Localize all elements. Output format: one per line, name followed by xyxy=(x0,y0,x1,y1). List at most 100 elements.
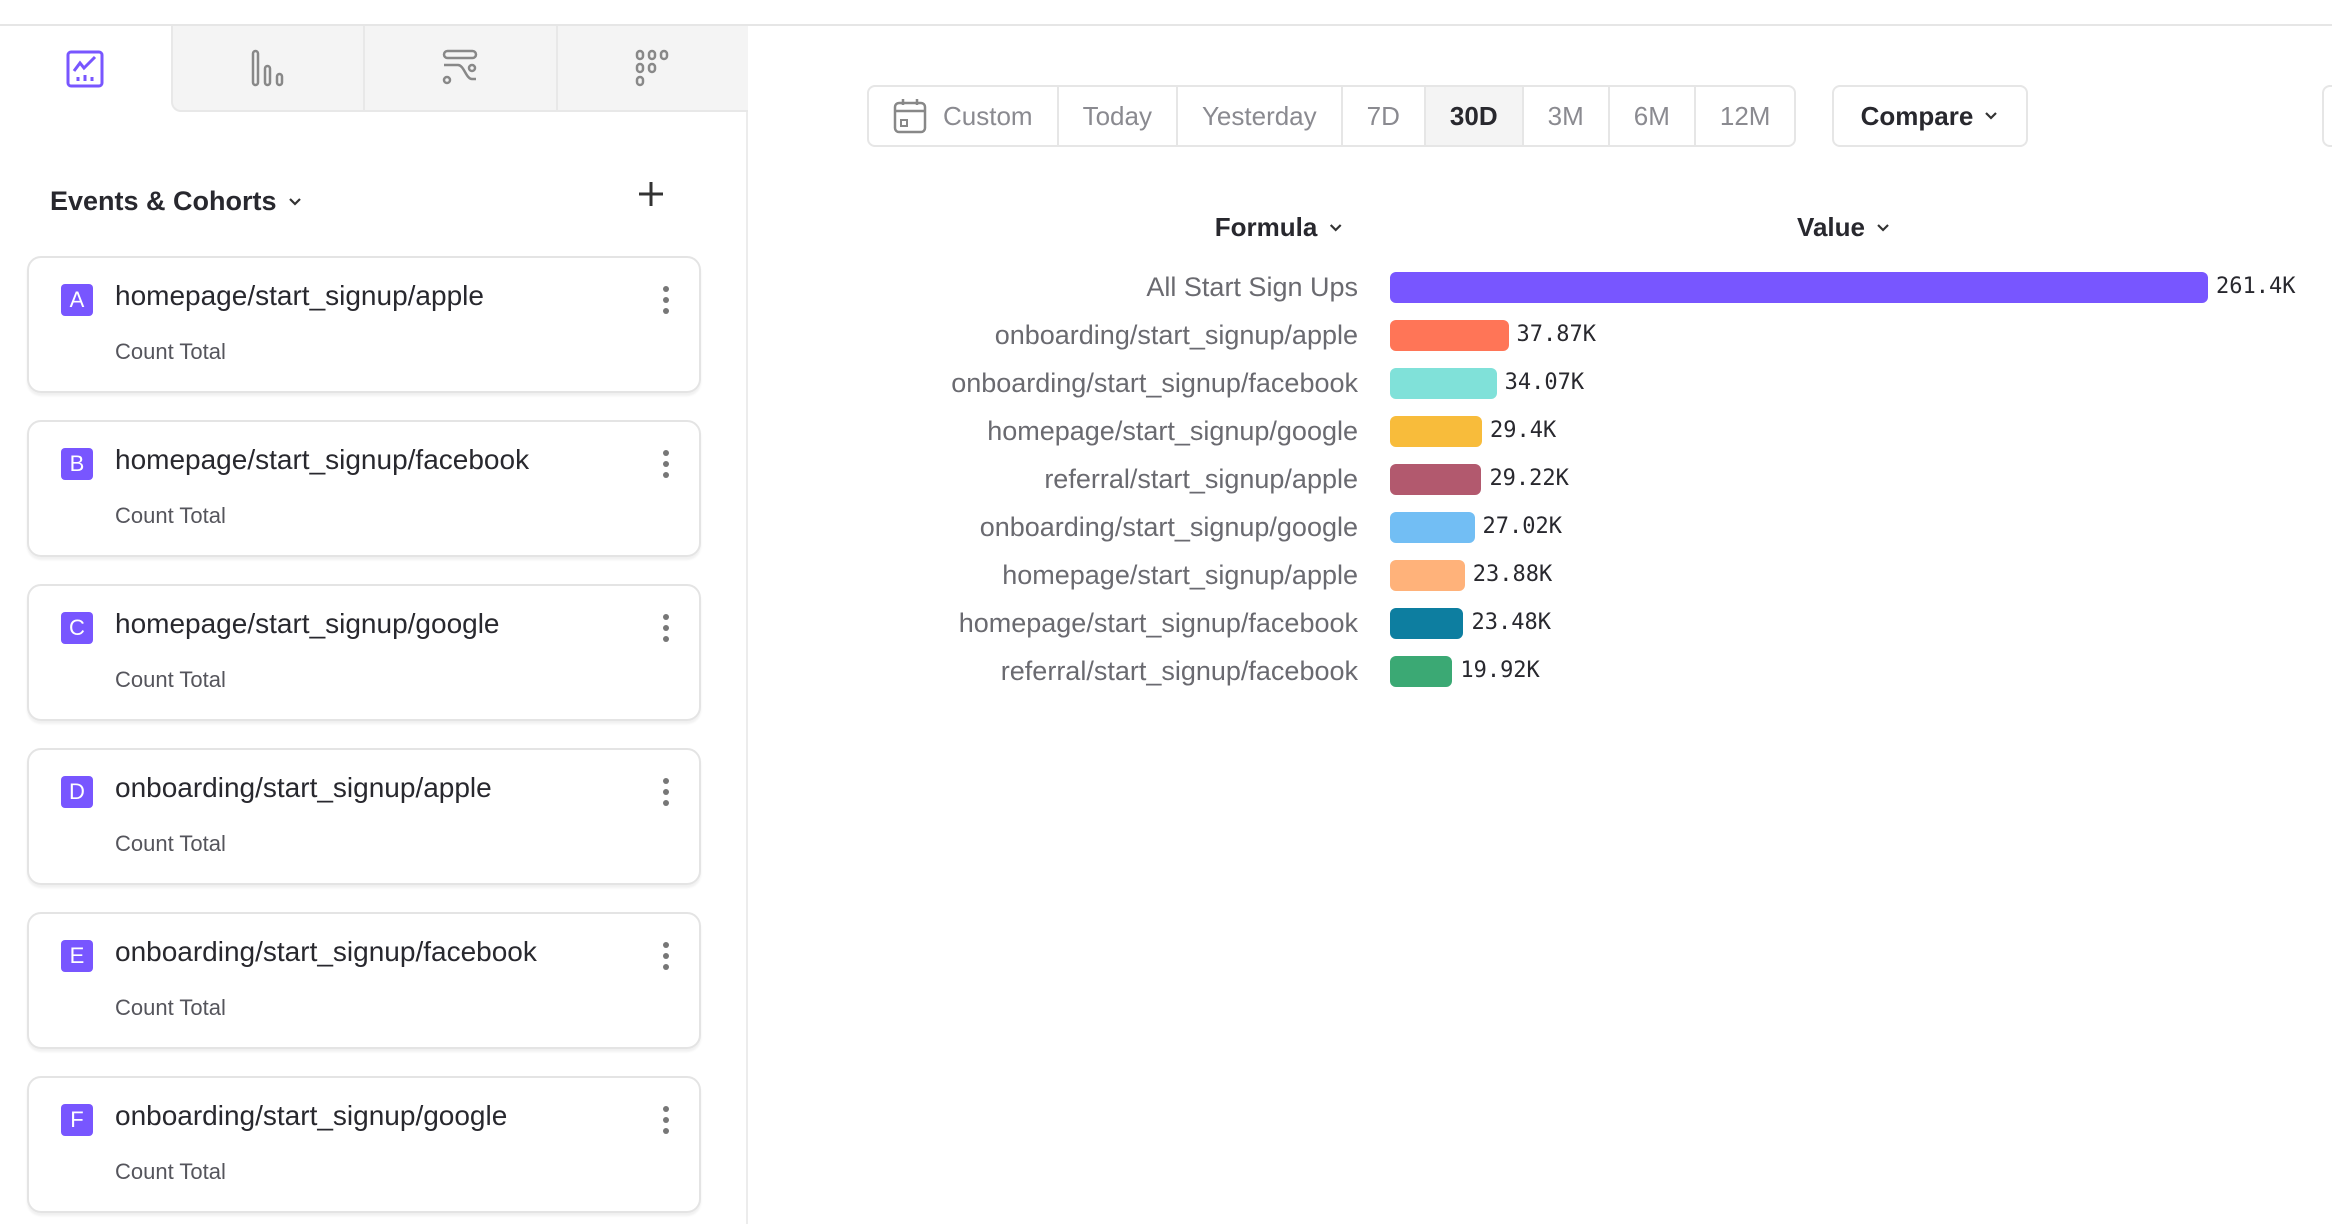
bar[interactable] xyxy=(1390,608,1464,639)
range-30d[interactable]: 30D xyxy=(1423,87,1522,145)
range-label: 3M xyxy=(1547,100,1584,131)
category-label: referral/start_signup/apple xyxy=(1044,464,1358,494)
data-label: 27.02K xyxy=(1482,514,1563,539)
compare-label: Compare xyxy=(1860,100,1974,131)
calendar-icon xyxy=(893,99,927,134)
plus-icon xyxy=(639,182,663,206)
category-label: onboarding/start_signup/facebook xyxy=(951,368,1358,398)
chart-row: homepage/start_signup/facebook 23.48K xyxy=(0,603,2332,643)
event-metric[interactable]: Count Total xyxy=(115,1159,226,1184)
formula-header-label: Formula xyxy=(1214,212,1318,242)
range-label: Custom xyxy=(943,100,1033,131)
flows-icon xyxy=(443,49,478,85)
insights-chart-icon xyxy=(66,50,104,88)
partial-button[interactable] xyxy=(2322,85,2332,147)
data-label: 29.4K xyxy=(1490,418,1557,443)
bar[interactable] xyxy=(1390,320,1509,351)
bar[interactable] xyxy=(1390,416,1482,447)
category-label: homepage/start_signup/apple xyxy=(1002,560,1358,590)
retention-dots-icon xyxy=(635,49,668,87)
data-label: 37.87K xyxy=(1516,322,1596,347)
range-6m[interactable]: 6M xyxy=(1607,87,1694,145)
section-title: Events & Cohorts xyxy=(50,186,277,216)
more-options-icon[interactable] xyxy=(663,286,669,314)
value-header-label: Value xyxy=(1797,212,1865,242)
event-letter-badge: C xyxy=(61,612,93,644)
report-type-tabs xyxy=(0,26,748,112)
chart-row: homepage/start_signup/apple 23.88K xyxy=(0,555,2332,595)
category-label: homepage/start_signup/google xyxy=(987,416,1358,446)
add-event-button[interactable] xyxy=(636,176,666,216)
range-label: 7D xyxy=(1366,100,1400,131)
bar[interactable] xyxy=(1390,512,1475,543)
event-metric[interactable]: Count Total xyxy=(115,995,226,1020)
chevron-down-icon xyxy=(288,197,301,206)
event-name[interactable]: homepage/start_signup/google xyxy=(115,608,500,639)
event-name[interactable]: onboarding/start_signup/google xyxy=(115,1100,508,1131)
range-label: 12M xyxy=(1719,100,1771,131)
tab-funnels[interactable] xyxy=(170,26,364,112)
chart-row: referral/start_signup/apple 29.22K xyxy=(0,459,2332,499)
event-name[interactable]: homepage/start_signup/apple xyxy=(115,280,484,311)
event-letter-badge: A xyxy=(61,284,93,316)
chart-row: homepage/start_signup/google 29.4K xyxy=(0,411,2332,451)
event-letter-badge: B xyxy=(61,448,93,480)
more-options-icon[interactable] xyxy=(663,450,669,478)
chevron-down-icon xyxy=(1329,223,1342,232)
event-metric[interactable]: Count Total xyxy=(115,831,226,856)
bar[interactable] xyxy=(1390,656,1453,687)
range-label: 30D xyxy=(1449,100,1498,131)
chevron-down-icon xyxy=(1985,112,1998,120)
more-options-icon[interactable] xyxy=(663,614,669,642)
chart-row: onboarding/start_signup/apple 37.87K xyxy=(0,315,2332,355)
data-label: 29.22K xyxy=(1489,466,1569,491)
compare-dropdown[interactable]: Compare xyxy=(1832,85,2028,147)
event-metric[interactable]: Count Total xyxy=(115,339,226,364)
date-range-selector: Custom Today Yesterday 7D 30D 3M 6M 12M xyxy=(867,85,1797,147)
value-column-header[interactable]: Value xyxy=(1797,212,1891,243)
event-metric[interactable]: Count Total xyxy=(115,503,226,528)
range-3m[interactable]: 3M xyxy=(1521,87,1608,145)
more-options-icon[interactable] xyxy=(663,778,669,806)
event-letter-badge: D xyxy=(61,776,93,808)
more-options-icon[interactable] xyxy=(663,1106,669,1134)
category-label: referral/start_signup/facebook xyxy=(1000,656,1358,686)
range-label: Yesterday xyxy=(1201,100,1317,131)
event-name[interactable]: onboarding/start_signup/apple xyxy=(115,772,492,803)
more-options-icon[interactable] xyxy=(663,942,669,970)
formula-column-header[interactable]: Formula xyxy=(1215,212,1344,243)
category-label: homepage/start_signup/facebook xyxy=(958,608,1358,638)
tab-retention[interactable] xyxy=(555,26,748,112)
chart-row: onboarding/start_signup/facebook 34.07K xyxy=(0,363,2332,403)
event-metric[interactable]: Count Total xyxy=(115,667,226,692)
range-today[interactable]: Today xyxy=(1056,87,1176,145)
event-letter-badge: E xyxy=(61,940,93,972)
bar[interactable] xyxy=(1390,560,1465,591)
data-label: 19.92K xyxy=(1460,658,1540,683)
events-cohorts-dropdown[interactable]: Events & Cohorts xyxy=(50,186,303,217)
event-name[interactable]: homepage/start_signup/facebook xyxy=(115,444,530,475)
range-custom[interactable]: Custom xyxy=(869,87,1057,145)
top-divider xyxy=(0,24,2332,26)
event-name[interactable]: onboarding/start_signup/facebook xyxy=(115,936,537,967)
bar[interactable] xyxy=(1390,464,1482,495)
range-label: Today xyxy=(1082,100,1152,131)
range-yesterday[interactable]: Yesterday xyxy=(1175,87,1341,145)
range-12m[interactable]: 12M xyxy=(1693,87,1795,145)
chart-row: referral/start_signup/facebook 19.92K xyxy=(0,651,2332,691)
range-7d[interactable]: 7D xyxy=(1340,87,1424,145)
tab-flows[interactable] xyxy=(363,26,556,112)
category-label: onboarding/start_signup/apple xyxy=(994,320,1358,350)
range-label: 6M xyxy=(1633,100,1670,131)
event-letter-badge: F xyxy=(61,1104,93,1136)
bar[interactable] xyxy=(1390,368,1497,399)
bar[interactable] xyxy=(1390,272,2208,303)
tab-insights[interactable] xyxy=(0,26,171,112)
